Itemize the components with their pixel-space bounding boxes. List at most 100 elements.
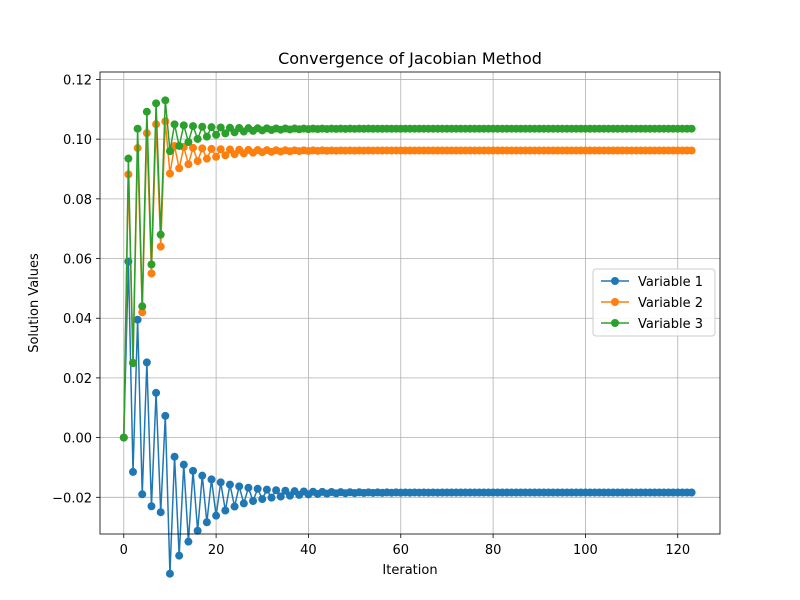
y-tick-label: 0.00 <box>63 432 92 447</box>
data-point <box>207 123 216 132</box>
data-point <box>184 160 193 169</box>
data-point <box>221 151 230 160</box>
data-point <box>184 138 193 147</box>
data-point <box>175 164 184 173</box>
data-point <box>244 483 253 492</box>
x-tick-label: 80 <box>485 543 502 558</box>
data-point <box>687 146 696 155</box>
data-point <box>267 493 276 502</box>
data-point <box>198 471 207 480</box>
data-point <box>165 569 174 578</box>
x-tick-label: 0 <box>120 543 128 558</box>
data-point <box>142 107 151 116</box>
data-point <box>221 129 230 138</box>
x-tick-label: 20 <box>208 543 225 558</box>
data-point <box>202 132 211 141</box>
data-point <box>138 308 147 317</box>
data-point <box>147 260 156 269</box>
legend-label: Variable 2 <box>638 296 703 311</box>
data-point <box>216 123 225 132</box>
data-point <box>193 526 202 535</box>
x-tick-label: 40 <box>300 543 317 558</box>
x-tick-label: 120 <box>665 543 690 558</box>
data-point <box>184 537 193 546</box>
x-tick-label: 100 <box>573 543 598 558</box>
data-point <box>207 144 216 153</box>
data-point <box>156 242 165 251</box>
data-point <box>161 96 170 105</box>
data-point <box>235 482 244 491</box>
data-point <box>138 302 147 311</box>
data-point <box>156 230 165 239</box>
data-point <box>133 315 142 324</box>
data-point <box>152 388 161 397</box>
data-point <box>272 486 281 495</box>
data-point <box>212 152 221 161</box>
y-tick-label: 0.02 <box>63 372 92 387</box>
data-point <box>142 358 151 367</box>
data-point <box>129 358 138 367</box>
y-axis: −0.02 0.00 0.02 0.04 0.06 0.08 0.10 0.12 <box>52 73 100 506</box>
y-tick-label: 0.08 <box>63 193 92 208</box>
data-point <box>687 124 696 133</box>
data-point <box>212 130 221 139</box>
data-point <box>225 480 234 489</box>
legend: Variable 1 Variable 2 Variable 3 <box>592 268 716 337</box>
data-point <box>193 134 202 143</box>
plot-frame <box>99 71 721 535</box>
data-point <box>179 121 188 130</box>
legend-label: Variable 1 <box>638 275 703 290</box>
data-point <box>129 467 138 476</box>
data-point <box>216 145 225 154</box>
data-point <box>189 122 198 131</box>
data-point <box>202 154 211 163</box>
data-point <box>175 551 184 560</box>
data-point <box>147 269 156 278</box>
data-point <box>207 475 216 484</box>
data-point <box>202 518 211 527</box>
data-point <box>124 154 133 163</box>
data-point <box>179 460 188 469</box>
data-point <box>175 141 184 150</box>
chart-title: Convergence of Jacobian Method <box>278 49 542 68</box>
data-point <box>161 411 170 420</box>
data-point <box>262 485 271 494</box>
data-point <box>216 478 225 487</box>
data-point <box>198 144 207 153</box>
data-point <box>147 502 156 511</box>
data-point <box>189 143 198 152</box>
data-point <box>276 492 285 501</box>
data-point <box>189 466 198 475</box>
data-point <box>212 511 221 520</box>
legend-marker <box>611 319 619 327</box>
data-point <box>198 122 207 131</box>
series-2 <box>119 117 696 442</box>
data-point <box>687 488 696 497</box>
legend-label: Variable 3 <box>638 317 703 332</box>
x-axis: 0 20 40 60 80 100 120 <box>120 534 690 558</box>
x-tick-label: 60 <box>392 543 409 558</box>
legend-marker <box>611 298 619 306</box>
data-point <box>239 499 248 508</box>
series-3 <box>119 96 696 442</box>
y-tick-label: −0.02 <box>52 491 92 506</box>
y-axis-label: Solution Values <box>27 253 42 353</box>
data-point <box>133 124 142 133</box>
data-point <box>230 502 239 511</box>
data-point <box>249 496 258 505</box>
data-point <box>165 169 174 178</box>
data-point <box>221 506 230 515</box>
y-tick-label: 0.04 <box>63 312 92 327</box>
data-point <box>119 433 128 442</box>
series-group <box>119 96 696 578</box>
y-tick-label: 0.10 <box>63 133 92 148</box>
data-point <box>138 490 147 499</box>
data-point <box>165 147 174 156</box>
data-point <box>193 157 202 166</box>
data-point <box>170 452 179 461</box>
data-point <box>152 99 161 108</box>
data-point <box>258 495 267 504</box>
series-1 <box>119 257 696 578</box>
data-point <box>253 484 262 493</box>
